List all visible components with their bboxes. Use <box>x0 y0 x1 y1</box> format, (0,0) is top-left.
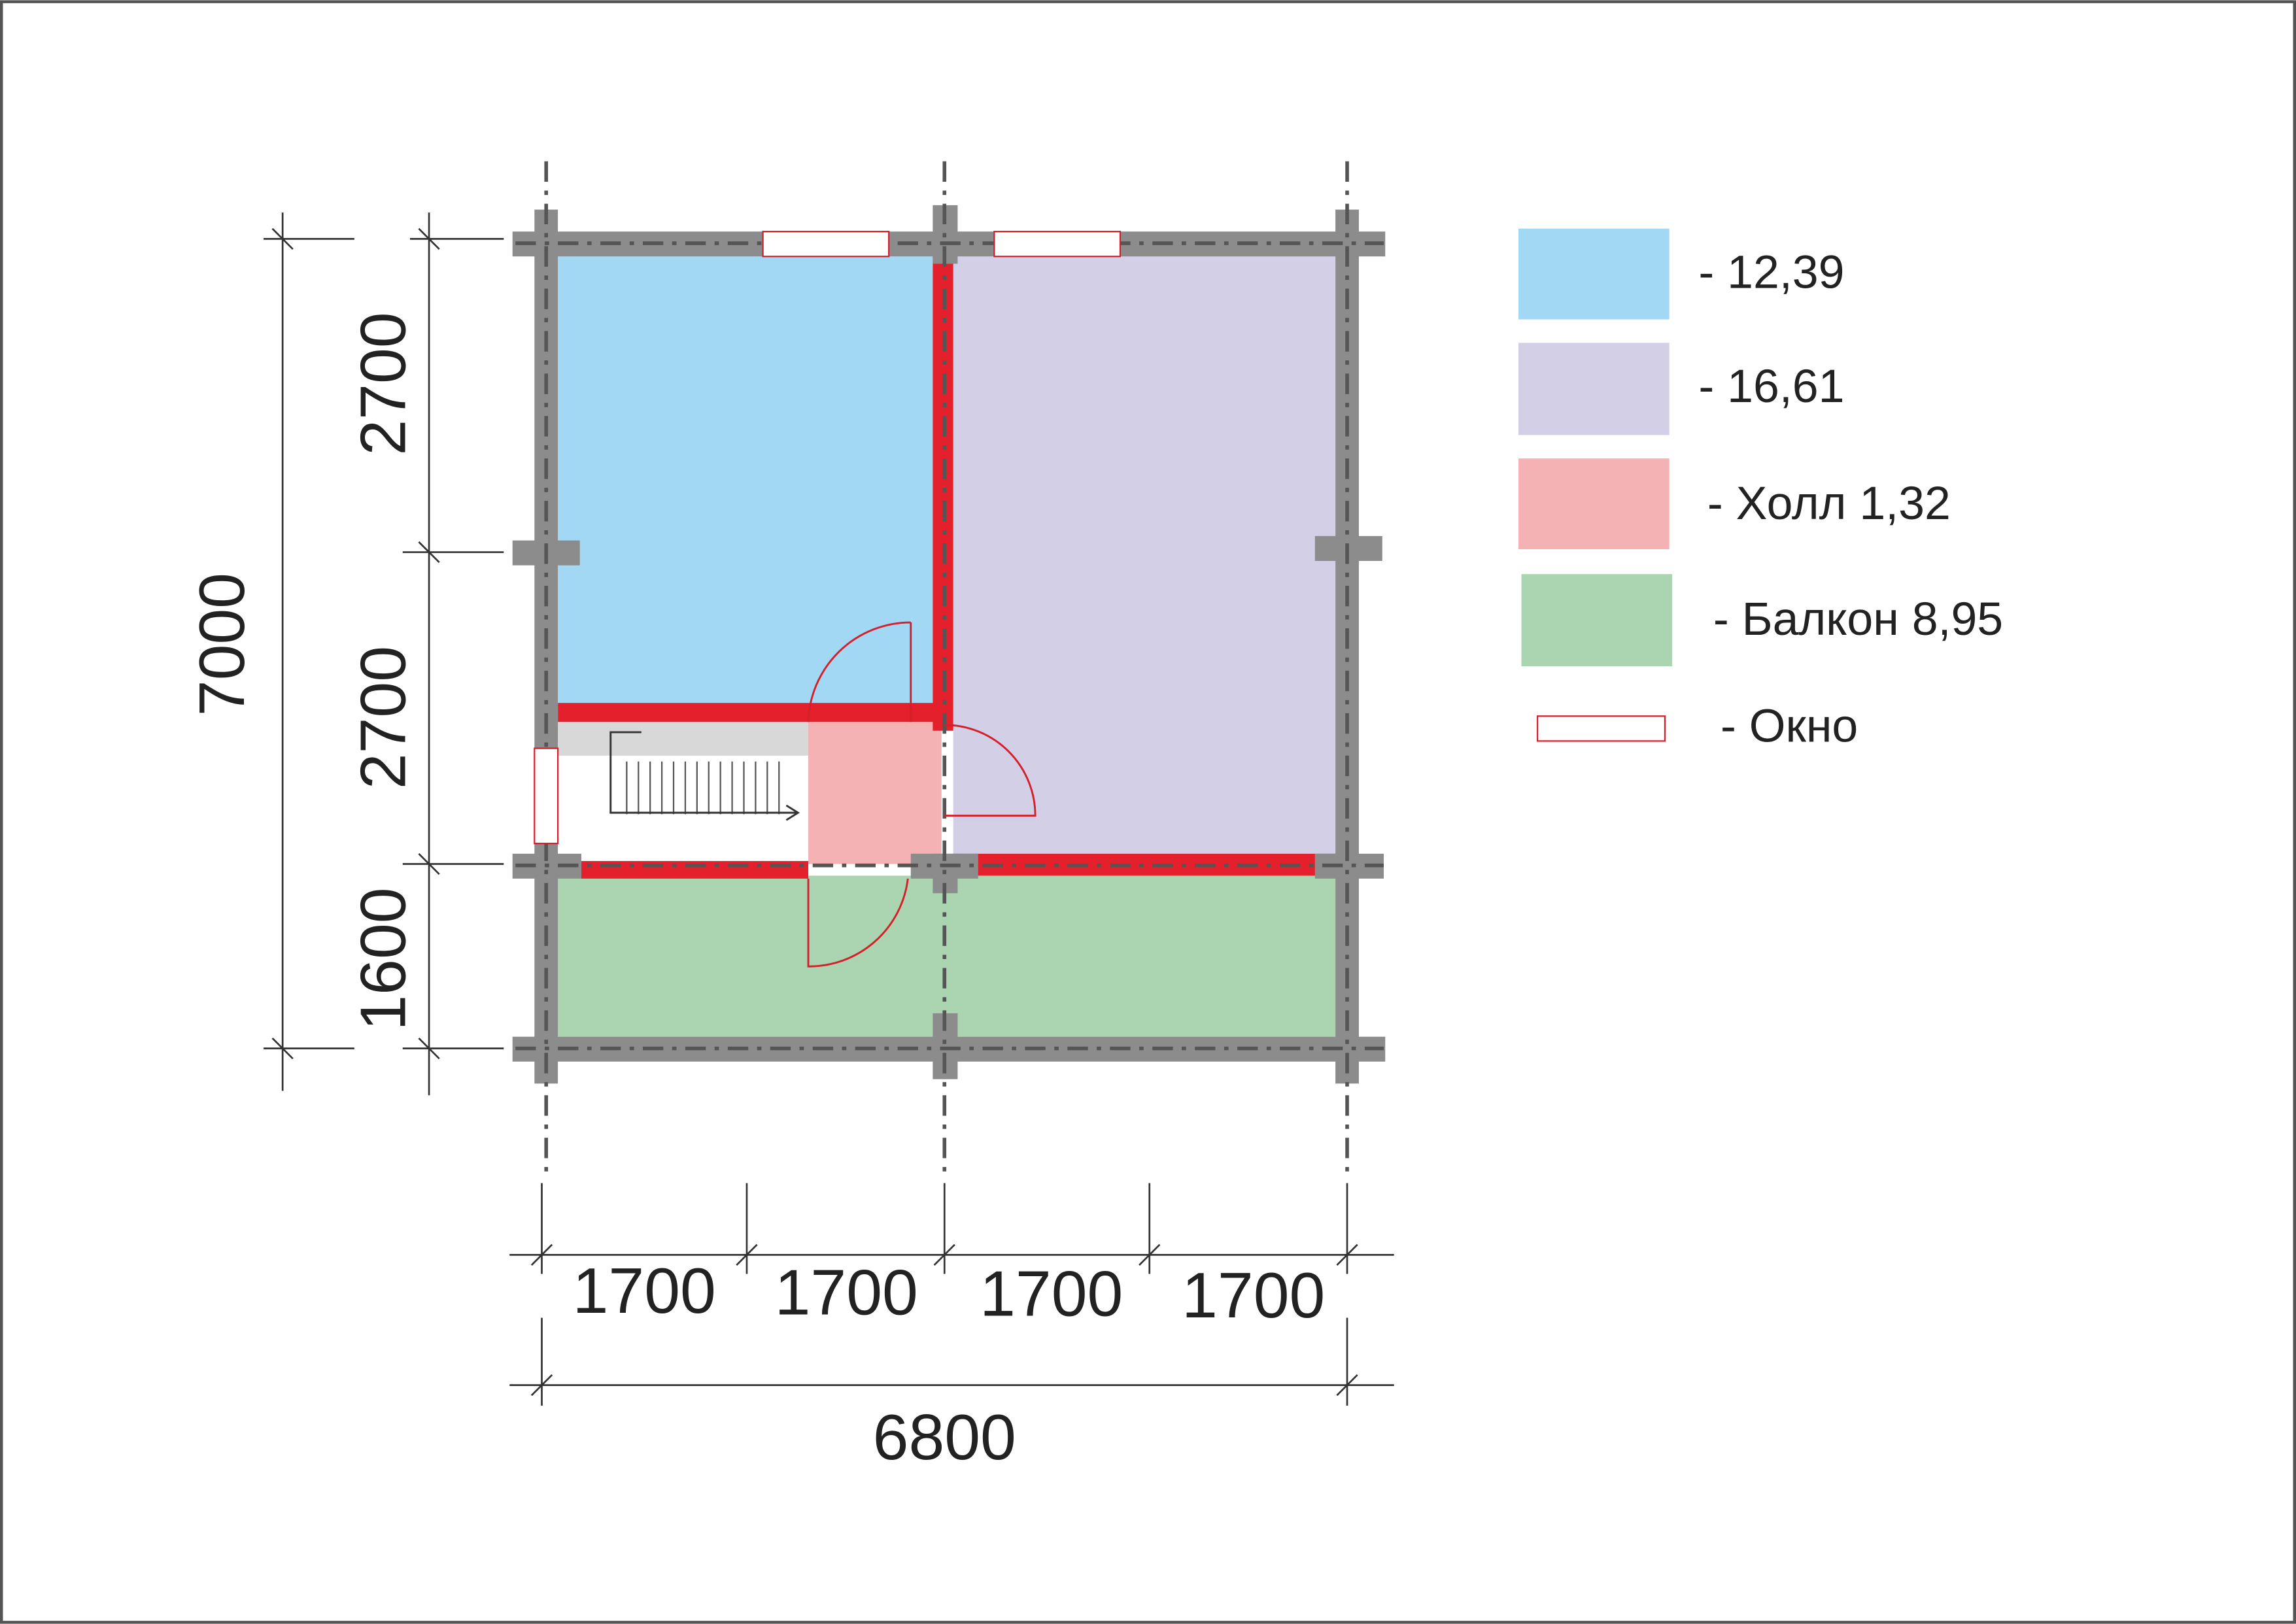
legend-label: - 12,39 <box>1698 246 1844 298</box>
dim-width: 1700 <box>980 1258 1123 1330</box>
dim-width: 1700 <box>1182 1259 1325 1331</box>
dim-height: 1600 <box>347 887 419 1030</box>
balcony <box>558 875 1336 1037</box>
dim-width: 1700 <box>775 1256 918 1328</box>
legend-label: - Балкон 8,95 <box>1713 593 2003 645</box>
partitions <box>558 256 1336 879</box>
legend-swatch <box>1518 228 1670 320</box>
windows <box>534 231 1122 845</box>
legend: - 12,39 - 16,61 - Холл 1,32 - Балкон 8,9… <box>1518 228 2003 752</box>
doors <box>807 621 1037 968</box>
dim-total-height: 7000 <box>186 573 258 716</box>
dim-width: 1700 <box>573 1255 716 1327</box>
dimension-labels: 7000 2700 2700 1600 1700 1700 1700 1700 … <box>186 312 1325 1473</box>
legend-swatch <box>1518 458 1670 550</box>
room-blue <box>558 256 933 703</box>
dim-height: 2700 <box>347 646 419 789</box>
axes <box>515 161 1384 1172</box>
legend-label: - Холл 1,32 <box>1707 477 1951 530</box>
legend-label: - 16,61 <box>1698 360 1844 413</box>
dim-total-width: 6800 <box>873 1401 1016 1473</box>
rooms <box>558 256 1336 1037</box>
legend-swatch <box>1518 343 1670 435</box>
legend-swatch <box>1536 715 1666 742</box>
hall <box>808 722 942 864</box>
stairs <box>609 731 800 821</box>
dimension-lines <box>264 212 1394 1406</box>
stair-landing <box>558 722 809 756</box>
legend-label: - Окно <box>1721 700 1858 752</box>
legend-swatch <box>1521 574 1673 667</box>
dim-height: 2700 <box>347 312 419 455</box>
room-lavender <box>953 256 1336 854</box>
